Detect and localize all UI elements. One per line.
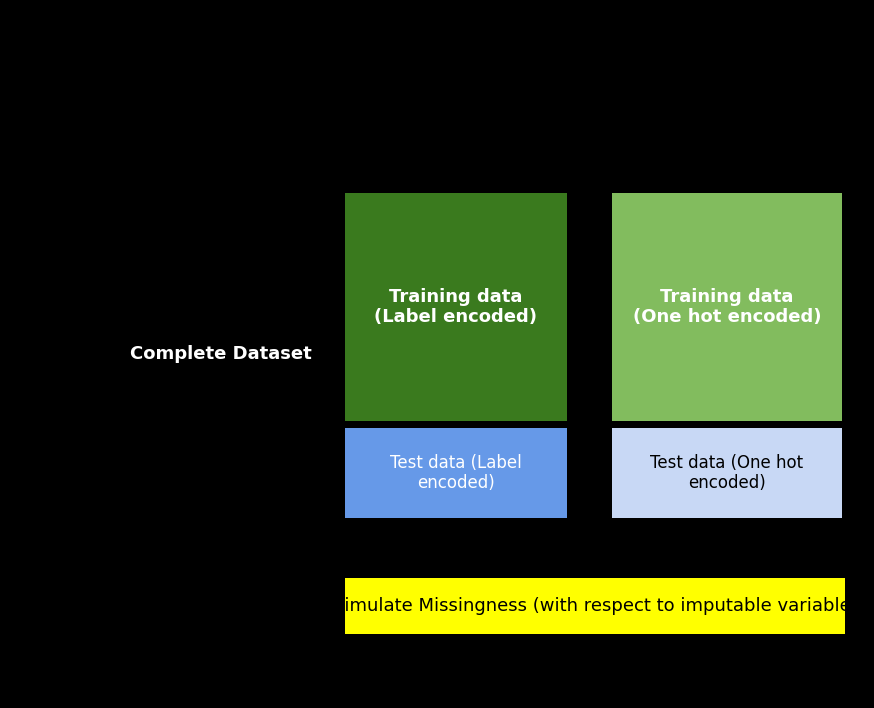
Bar xyxy=(612,193,842,421)
Bar xyxy=(345,428,567,518)
Text: Test data (One hot
encoded): Test data (One hot encoded) xyxy=(650,454,803,492)
Bar xyxy=(345,193,567,421)
Text: Training data
(Label encoded): Training data (Label encoded) xyxy=(374,287,538,326)
Text: Simulate Missingness (with respect to imputable variable): Simulate Missingness (with respect to im… xyxy=(333,597,857,615)
Bar xyxy=(612,428,842,518)
Bar xyxy=(345,578,845,634)
Text: Complete Dataset: Complete Dataset xyxy=(130,345,312,363)
Text: Test data (Label
encoded): Test data (Label encoded) xyxy=(390,454,522,492)
Text: Training data
(One hot encoded): Training data (One hot encoded) xyxy=(633,287,822,326)
